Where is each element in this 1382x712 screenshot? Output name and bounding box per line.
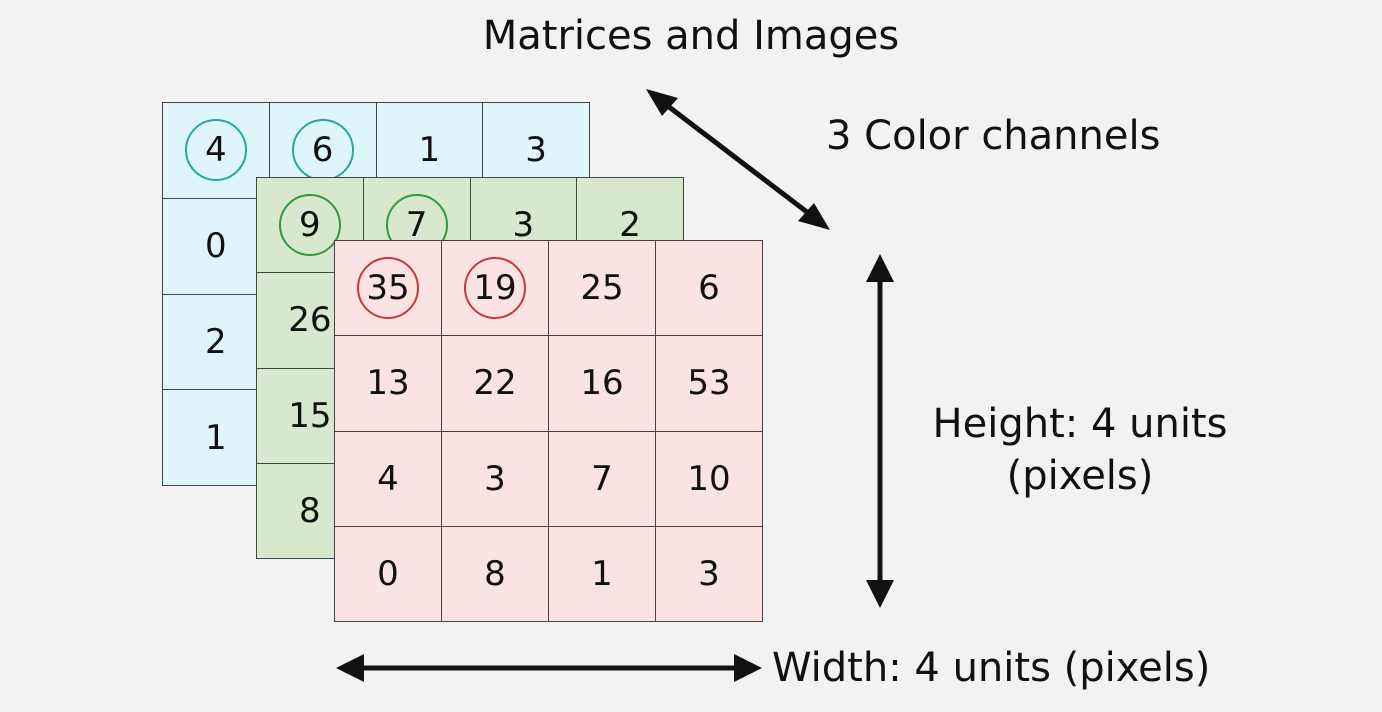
- red-cell-r1-c3: 53: [656, 336, 763, 432]
- blue-cell-value: 1: [205, 417, 227, 458]
- red-cell-value: 3: [698, 553, 720, 594]
- red-cell-value: 22: [473, 363, 517, 404]
- red-highlight-circle: [464, 257, 526, 320]
- red-cell-r2-c2: 7: [549, 431, 656, 527]
- height-label: Height: 4 units (pixels): [910, 398, 1250, 502]
- red-cell-value: 25: [580, 268, 624, 309]
- height-arrow-head-bottom: [866, 580, 894, 608]
- blue-cell-value: 6: [311, 130, 334, 171]
- red-channel-matrix: 35 19 25 6 13 22 16 53 4 3 7 10 0 8 1 3: [334, 240, 763, 622]
- red-cell-value: 3: [484, 458, 506, 499]
- red-cell-value: 13: [366, 363, 410, 404]
- green-cell-value: 9: [299, 205, 321, 246]
- depth-arrow-head-start: [646, 89, 678, 116]
- green-highlight-circle: [278, 194, 341, 257]
- red-cell-r1-c1: 22: [442, 336, 549, 432]
- green-cell-value: 15: [288, 395, 332, 436]
- red-cell-value: 53: [687, 363, 731, 404]
- red-cell-r3-c2: 1: [549, 526, 656, 622]
- red-cell-r1-c2: 16: [549, 336, 656, 432]
- red-highlight-circle: [357, 257, 419, 320]
- width-arrow-head-right: [734, 654, 762, 682]
- red-cell-r0-c0: 35: [335, 241, 442, 337]
- depth-arrow-head-end: [798, 203, 830, 230]
- green-cell-value: 7: [405, 205, 428, 246]
- blue-cell-value: 3: [525, 130, 547, 171]
- green-cell-value: 26: [288, 300, 332, 341]
- red-cell-r3-c3: 3: [656, 526, 763, 622]
- red-cell-r2-c0: 4: [335, 431, 442, 527]
- height-label-line2: (pixels): [1006, 453, 1154, 499]
- red-cell-r2-c1: 3: [442, 431, 549, 527]
- red-cell-value: 35: [366, 268, 410, 309]
- red-cell-value: 8: [484, 553, 506, 594]
- red-cell-r3-c0: 0: [335, 526, 442, 622]
- width-label: Width: 4 units (pixels): [772, 645, 1211, 691]
- green-cell-r2-c0: 15: [257, 368, 364, 464]
- red-cell-r0-c1: 19: [442, 241, 549, 337]
- green-cell-r0-c0: 9: [257, 178, 364, 274]
- depth-arrow: [654, 95, 822, 224]
- red-cell-r0-c3: 6: [656, 241, 763, 337]
- green-cell-value: 3: [512, 205, 535, 246]
- red-cell-value: 4: [377, 458, 399, 499]
- blue-cell-r0-c0: 4: [163, 103, 270, 199]
- red-cell-value: 0: [377, 553, 399, 594]
- blue-cell-value: 1: [418, 130, 441, 171]
- red-cell-value: 7: [591, 458, 613, 499]
- height-label-line1: Height: 4 units: [932, 401, 1228, 447]
- blue-cell-value: 0: [205, 226, 227, 267]
- height-arrow-head-top: [866, 254, 894, 282]
- blue-cell-value: 4: [205, 130, 227, 171]
- red-cell-r3-c1: 8: [442, 526, 549, 622]
- red-cell-value: 19: [473, 268, 517, 309]
- red-cell-r0-c2: 25: [549, 241, 656, 337]
- red-cell-value: 10: [687, 458, 731, 499]
- red-cell-value: 1: [591, 553, 613, 594]
- width-arrow-head-left: [336, 654, 364, 682]
- blue-cell-value: 2: [205, 321, 227, 362]
- red-cell-value: 16: [580, 363, 624, 404]
- red-cell-value: 6: [698, 268, 720, 309]
- diagram-title: Matrices and Images: [482, 13, 900, 59]
- red-cell-r1-c0: 13: [335, 336, 442, 432]
- depth-label: 3 Color channels: [826, 113, 1161, 159]
- green-cell-value: 8: [299, 490, 321, 531]
- red-cell-r2-c3: 10: [656, 431, 763, 527]
- green-cell-value: 2: [619, 205, 641, 246]
- blue-highlight-circle: [184, 119, 247, 182]
